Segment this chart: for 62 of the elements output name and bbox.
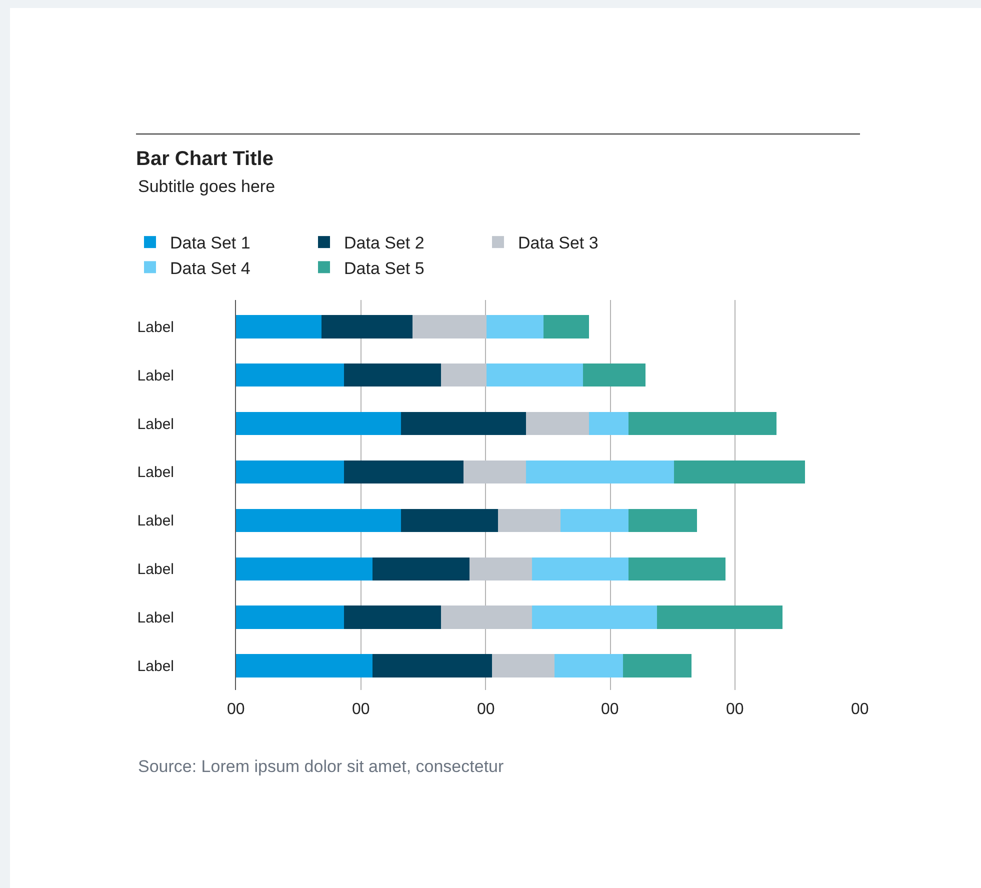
legend-label: Data Set 1 xyxy=(170,234,250,253)
bar xyxy=(622,654,692,678)
text: 00 xyxy=(601,701,619,718)
bar xyxy=(560,508,629,532)
legend-label: Data Set 3 xyxy=(518,234,598,253)
chart-title: Bar Chart Title xyxy=(136,148,274,170)
bar xyxy=(440,363,486,387)
bar xyxy=(236,412,402,436)
chart-subtitle: Subtitle goes here xyxy=(138,177,276,196)
bar xyxy=(532,606,658,629)
y-tick-label: Label xyxy=(137,561,174,578)
bar xyxy=(464,460,526,484)
text: 00 xyxy=(352,701,370,718)
bar xyxy=(236,363,344,387)
bar xyxy=(321,315,412,338)
bar xyxy=(526,412,589,436)
bar xyxy=(486,363,584,387)
bar xyxy=(236,654,373,678)
y-tick-label: Label xyxy=(137,367,174,384)
bar xyxy=(628,508,697,532)
y-tick-label: Label xyxy=(137,610,174,627)
bar xyxy=(236,460,344,484)
bar xyxy=(372,654,492,678)
legend-label: Data Set 2 xyxy=(344,234,424,253)
bar xyxy=(401,508,498,532)
bar xyxy=(236,606,344,629)
bar xyxy=(440,606,532,629)
bar xyxy=(588,412,629,436)
text: 00 xyxy=(477,701,495,718)
y-tick-label: Label xyxy=(137,464,174,482)
bar xyxy=(657,606,782,629)
bar xyxy=(554,654,623,678)
y-tick-label: Label xyxy=(137,318,174,336)
legend-label: Data Set 5 xyxy=(344,258,424,278)
bar xyxy=(583,363,646,387)
bar xyxy=(532,557,629,581)
bar xyxy=(236,315,322,338)
bar xyxy=(526,460,674,484)
legend-label: Data Set 4 xyxy=(170,258,250,278)
bar xyxy=(344,606,441,629)
bar xyxy=(492,654,555,678)
bar xyxy=(628,557,726,581)
bar xyxy=(236,508,402,532)
bar xyxy=(486,315,544,338)
bar xyxy=(372,557,470,581)
bar xyxy=(344,363,441,387)
text: 00 xyxy=(851,701,869,718)
text: 00 xyxy=(726,701,744,718)
bar xyxy=(469,557,532,581)
y-tick-label: Label xyxy=(137,416,174,433)
y-tick-label: Label xyxy=(137,512,174,530)
bar xyxy=(236,557,373,581)
bar xyxy=(628,412,777,436)
text: 00 xyxy=(227,701,245,718)
bar xyxy=(412,315,486,338)
bar xyxy=(344,460,464,484)
bar xyxy=(674,460,806,484)
source-note: Source: Lorem ipsum dolor sit amet, consectetur xyxy=(138,757,504,776)
bar xyxy=(498,508,560,532)
y-tick-label: Label xyxy=(137,658,174,676)
bar xyxy=(401,412,526,436)
bar xyxy=(543,315,589,338)
